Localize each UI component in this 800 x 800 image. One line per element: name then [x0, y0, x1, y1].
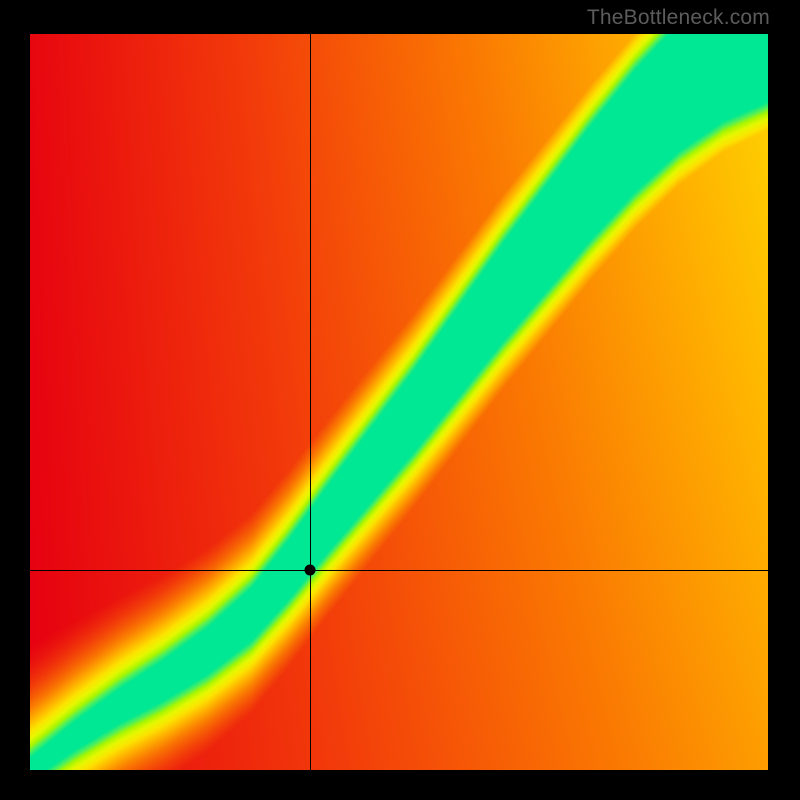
chart-container: TheBottleneck.com: [0, 0, 800, 800]
plot-frame: [28, 32, 770, 772]
data-point-marker: [305, 564, 316, 575]
heatmap-canvas: [30, 34, 768, 770]
crosshair-vertical: [310, 34, 311, 770]
crosshair-horizontal: [30, 570, 768, 571]
watermark-text: TheBottleneck.com: [587, 6, 770, 30]
